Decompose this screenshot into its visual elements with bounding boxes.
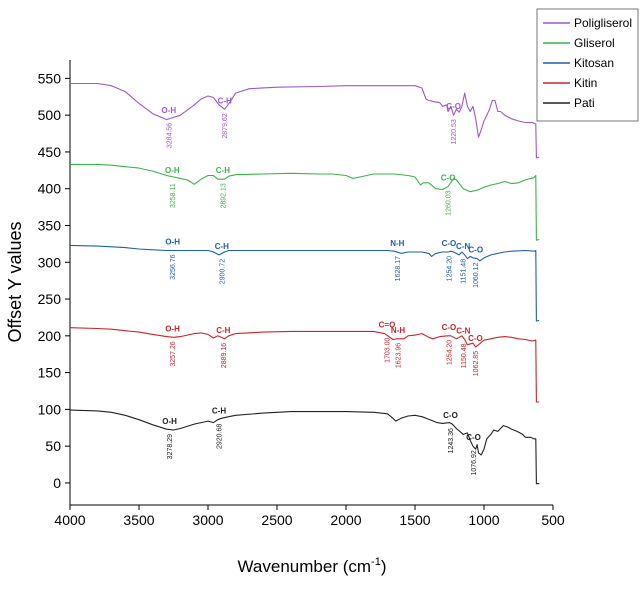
series-line-poligliserol: [70, 82, 540, 159]
peak-group-label: C-H: [216, 166, 230, 175]
series-line-gliserol: [70, 163, 540, 241]
peak-annotations: O-H 3284.56 C-H 2879.62 C-O 1220.53 O-H 3258.11…: [161, 96, 483, 475]
x-tick-label: 1500: [399, 512, 430, 528]
legend-item-kitosan: Kitosan: [574, 56, 614, 70]
peak-wavenumber-label: 1151.48: [461, 259, 468, 284]
plot-area: [69, 60, 553, 506]
peak-group-label: N-H: [391, 326, 405, 335]
x-tick-label: 3500: [123, 512, 154, 528]
peak-group-label: O-H: [162, 417, 177, 426]
series-line-kitosan: [69, 244, 540, 322]
peak-wavenumber-label: 2879.62: [222, 113, 229, 138]
peak-wavenumber-label: 1254.20: [446, 256, 453, 281]
y-tick-label: 450: [38, 144, 62, 160]
legend-item-kitin: Kitin: [574, 76, 597, 90]
legend: Poligliserol Gliserol Kitosan Kitin Pati: [536, 8, 639, 122]
peak-group-label: C=O: [379, 321, 396, 330]
peak-wavenumber-label: 2900.72: [219, 259, 226, 284]
legend-item-poligliserol: Poligliserol: [574, 16, 632, 30]
peak-group-label: C-H: [218, 96, 232, 105]
peak-wavenumber-label: 1260.03: [446, 190, 453, 215]
peak-wavenumber-label: 1220.53: [451, 119, 458, 144]
y-tick-label: 100: [38, 401, 62, 417]
y-tick-label: 400: [38, 181, 62, 197]
peak-wavenumber-label: 1062.85: [473, 351, 480, 376]
y-tick-label: 200: [38, 328, 62, 344]
peak-wavenumber-label: 2920.68: [217, 424, 224, 449]
x-axis-ticks: 4000 3500 3000 2500 2000 1500 1000 500: [54, 505, 565, 528]
y-tick-label: 350: [38, 217, 62, 233]
peak-group-label: O-H: [165, 238, 180, 247]
y-tick-label: 50: [45, 438, 61, 454]
peak-wavenumber-label: 3256.76: [170, 254, 177, 279]
peak-group-label: C-O: [442, 323, 457, 332]
peak-wavenumber-label: 1243.36: [448, 428, 455, 453]
peak-group-label: N-H: [390, 239, 404, 248]
x-tick-label: 500: [541, 512, 565, 528]
x-tick-label: 3000: [192, 512, 223, 528]
peak-group-label: C-O: [468, 246, 483, 255]
x-tick-label: 1000: [468, 512, 499, 528]
peak-wavenumber-label: 1076.92: [471, 450, 478, 475]
y-tick-label: 550: [38, 70, 62, 86]
y-axis-ticks: 0 50 100 150 200 250 300 350 400 450 500 550: [38, 70, 70, 491]
peak-group-label: O-H: [165, 324, 180, 333]
legend-item-gliserol: Gliserol: [574, 36, 615, 50]
peak-group-label: C-N: [456, 327, 470, 336]
peak-wavenumber-label: 1060.12: [473, 263, 480, 288]
y-tick-label: 300: [38, 254, 62, 270]
peak-group-label: O-H: [161, 106, 176, 115]
peak-wavenumber-label: 3278.29: [167, 434, 174, 459]
series-line-kitin: [69, 327, 540, 403]
peak-wavenumber-label: 1623.96: [396, 343, 403, 368]
series-line-pati: [69, 409, 540, 485]
peak-group-label: C-O: [442, 239, 457, 248]
peak-group-label: C-N: [456, 242, 470, 251]
x-tick-label: 4000: [54, 512, 85, 528]
peak-group-label: C-H: [215, 242, 229, 251]
peak-wavenumber-label: 3258.11: [170, 183, 177, 208]
peak-wavenumber-label: 1150.48: [461, 343, 468, 368]
peak-wavenumber-label: 1628.17: [395, 256, 402, 281]
y-tick-label: 500: [38, 107, 62, 123]
peak-group-label: C-O: [441, 174, 456, 183]
x-axis-title: Wavenumber (cm-1): [238, 556, 387, 576]
peak-group-label: O-H: [165, 166, 180, 175]
peak-wavenumber-label: 2892.13: [220, 183, 227, 208]
peak-wavenumber-label: 1254.20: [446, 340, 453, 365]
peak-group-label: C-O: [466, 433, 481, 442]
y-axis-title: Offset Y values: [5, 221, 25, 342]
peak-group-label: C-O: [446, 102, 461, 111]
y-tick-label: 150: [38, 365, 62, 381]
peak-group-label: C-H: [212, 407, 226, 416]
peak-wavenumber-label: 3257.26: [170, 341, 177, 366]
peak-group-label: C-H: [216, 326, 230, 335]
legend-item-pati: Pati: [574, 96, 595, 110]
y-tick-label: 0: [53, 475, 61, 491]
x-tick-label: 2000: [330, 512, 361, 528]
peak-wavenumber-label: 1703.00: [385, 338, 392, 363]
peak-wavenumber-label: 3284.56: [166, 123, 173, 148]
y-tick-label: 250: [38, 291, 62, 307]
x-tick-label: 2500: [261, 512, 292, 528]
peak-group-label: C-O: [443, 411, 458, 420]
series-lines: [69, 82, 540, 485]
peak-group-label: C-O: [468, 334, 483, 343]
peak-wavenumber-label: 2889.16: [221, 343, 228, 368]
